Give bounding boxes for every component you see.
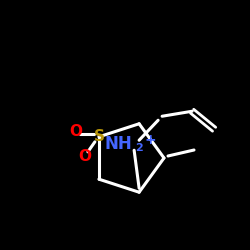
Text: O: O	[78, 149, 92, 164]
Text: +: +	[144, 133, 156, 147]
Text: NH: NH	[104, 135, 132, 153]
Text: O: O	[70, 124, 82, 139]
Text: S: S	[94, 129, 104, 144]
Text: 2: 2	[135, 143, 143, 153]
